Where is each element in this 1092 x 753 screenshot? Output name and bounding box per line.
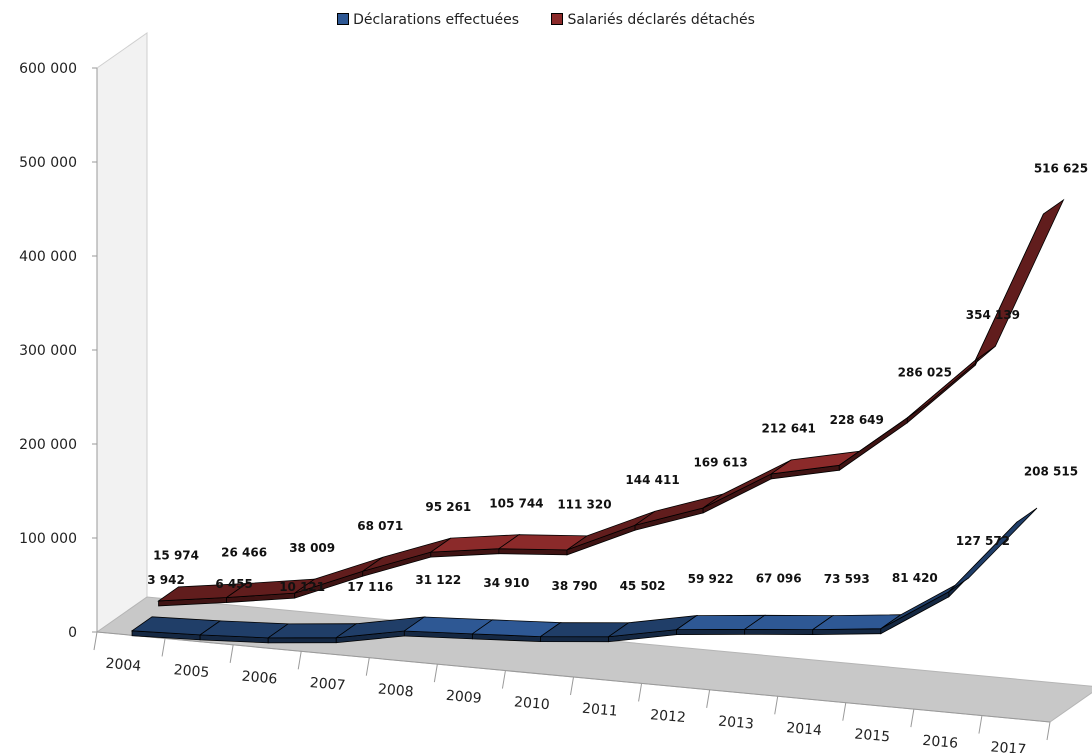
x-tick-label: 2004	[105, 656, 142, 675]
x-tick-label: 2007	[309, 675, 346, 694]
y-tick-label: 200 000	[19, 437, 77, 453]
data-label-salaries: 286 025	[898, 366, 952, 380]
legend-item-declarations: Déclarations effectuées	[337, 12, 519, 28]
x-tick-label: 2008	[377, 681, 414, 700]
x-tick-mark	[433, 664, 438, 683]
data-label-declarations: 38 790	[551, 579, 597, 593]
data-label-declarations: 17 116	[347, 580, 393, 594]
data-label-salaries: 144 411	[625, 473, 679, 487]
data-label-declarations: 59 922	[688, 572, 734, 586]
x-tick-mark	[978, 715, 983, 734]
ribbon-edge	[880, 591, 950, 635]
data-label-salaries: 68 071	[357, 519, 403, 533]
ribbon-segment	[907, 345, 996, 419]
y-tick-label: 300 000	[19, 343, 77, 359]
data-label-salaries: 354 139	[966, 308, 1020, 322]
data-label-salaries: 105 744	[489, 496, 543, 510]
side-wall	[96, 32, 148, 633]
y-tick-label: 400 000	[19, 249, 77, 265]
ribbon-segment	[566, 510, 656, 551]
series-ribbon-0	[130, 507, 1038, 644]
legend-swatch-salaries	[551, 13, 564, 25]
ribbon-edge	[676, 628, 746, 636]
series-ribbon-1	[157, 198, 1065, 607]
data-label-salaries: 169 613	[693, 456, 747, 470]
x-tick-label: 2014	[786, 720, 823, 739]
ribbon-edge	[540, 636, 609, 643]
x-tick-label: 2010	[513, 694, 550, 713]
x-tick-mark	[297, 651, 302, 670]
x-tick-label: 2005	[173, 662, 210, 681]
legend-label-declarations: Déclarations effectuées	[353, 12, 519, 28]
data-label-declarations: 67 096	[756, 572, 802, 586]
x-tick-label: 2011	[581, 701, 618, 720]
ribbon-edge	[702, 473, 772, 514]
legend-item-salaries: Salariés déclarés détachés	[551, 12, 755, 28]
y-tick-label: 0	[68, 625, 77, 641]
x-tick-mark	[638, 683, 643, 702]
x-tick-mark	[570, 676, 574, 696]
data-label-declarations: 127 572	[956, 534, 1010, 548]
x-tick-label: 2015	[854, 726, 891, 745]
x-tick-mark	[501, 670, 506, 689]
data-label-salaries: 212 641	[762, 422, 816, 436]
ribbon-edge	[744, 628, 814, 636]
data-label-declarations: 45 502	[620, 579, 666, 593]
y-tick-label: 100 000	[19, 531, 77, 547]
x-tick-label: 2013	[718, 714, 755, 733]
x-tick-mark	[842, 702, 847, 721]
data-label-salaries: 15 974	[153, 549, 199, 563]
x-tick-label: 2017	[990, 739, 1027, 753]
x-tick-mark	[161, 638, 166, 657]
y-axis: 0 100 000 200 000 300 000 400 000 500 000 600 …	[19, 61, 98, 641]
data-label-declarations: 73 593	[824, 572, 870, 586]
x-tick-mark	[1046, 721, 1051, 741]
x-tick-mark	[706, 689, 711, 708]
data-labels-layer: 3 942 6 455 10 121 17 116 31 122 34 910 38 790…	[147, 162, 1088, 594]
data-label-declarations: 6 455	[215, 577, 253, 591]
x-tick-label: 2012	[650, 707, 687, 726]
y-tick-label: 500 000	[19, 155, 77, 171]
data-label-declarations: 34 910	[483, 576, 529, 590]
ribbon-segment	[974, 198, 1065, 362]
ribbon-segment	[948, 507, 1038, 593]
x-tick-label: 2006	[241, 669, 278, 688]
data-label-declarations: 31 122	[415, 573, 461, 587]
x-axis: 2004 2005 2006 2007 2008 2009 2010 2011 2012 2013…	[93, 631, 1051, 753]
x-tick-label: 2009	[445, 688, 482, 707]
data-label-declarations: 208 515	[1024, 464, 1078, 478]
legend-label-salaries: Salariés déclarés détachés	[567, 12, 755, 28]
data-label-salaries: 38 009	[289, 541, 335, 555]
series-layer	[130, 198, 1065, 644]
data-label-declarations: 3 942	[147, 573, 185, 587]
data-label-salaries: 516 625	[1034, 162, 1088, 176]
data-label-salaries: 95 261	[425, 500, 471, 514]
x-tick-mark	[774, 696, 779, 715]
legend-swatch-declarations	[337, 13, 350, 25]
data-label-salaries: 111 320	[557, 498, 611, 512]
data-label-salaries: 228 649	[830, 413, 884, 427]
x-tick-label: 2016	[922, 733, 959, 752]
x-tick-mark	[910, 709, 915, 728]
ribbon-edge	[267, 637, 337, 644]
data-label-declarations: 81 420	[892, 571, 938, 585]
data-label-declarations: 10 121	[279, 580, 325, 594]
data-label-salaries: 26 466	[221, 545, 267, 559]
x-tick-mark	[93, 631, 98, 651]
x-tick-mark	[365, 657, 370, 676]
y-tick-label: 600 000	[19, 61, 77, 77]
legend: Déclarations effectuées Salariés déclaré…	[0, 12, 1092, 28]
x-tick-mark	[229, 644, 234, 663]
